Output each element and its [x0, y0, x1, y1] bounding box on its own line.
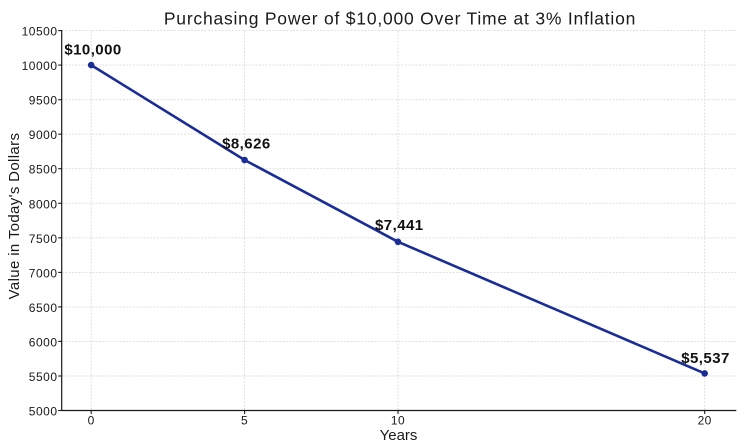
svg-text:9000: 9000 — [29, 128, 58, 142]
svg-text:5500: 5500 — [29, 370, 58, 384]
svg-text:$5,537: $5,537 — [681, 350, 730, 367]
svg-text:$8,626: $8,626 — [222, 135, 271, 152]
svg-text:7000: 7000 — [29, 266, 58, 280]
svg-text:Years: Years — [380, 427, 418, 442]
svg-text:10: 10 — [391, 413, 405, 427]
svg-text:Purchasing Power of $10,000 Ov: Purchasing Power of $10,000 Over Time at… — [164, 9, 636, 29]
svg-text:10500: 10500 — [22, 25, 58, 39]
svg-text:0: 0 — [88, 413, 95, 427]
svg-text:9500: 9500 — [29, 94, 58, 108]
svg-text:7500: 7500 — [29, 232, 58, 246]
svg-text:20: 20 — [698, 413, 712, 427]
svg-text:5000: 5000 — [29, 405, 58, 419]
svg-text:6500: 6500 — [29, 301, 58, 315]
svg-text:6000: 6000 — [29, 335, 58, 349]
svg-text:10000: 10000 — [22, 59, 58, 73]
svg-text:8000: 8000 — [29, 197, 58, 211]
svg-text:5: 5 — [241, 413, 248, 427]
svg-text:$7,441: $7,441 — [375, 217, 424, 234]
svg-text:$10,000: $10,000 — [64, 41, 121, 58]
svg-text:8500: 8500 — [29, 163, 58, 177]
svg-text:Value in Today's Dollars: Value in Today's Dollars — [6, 133, 23, 300]
